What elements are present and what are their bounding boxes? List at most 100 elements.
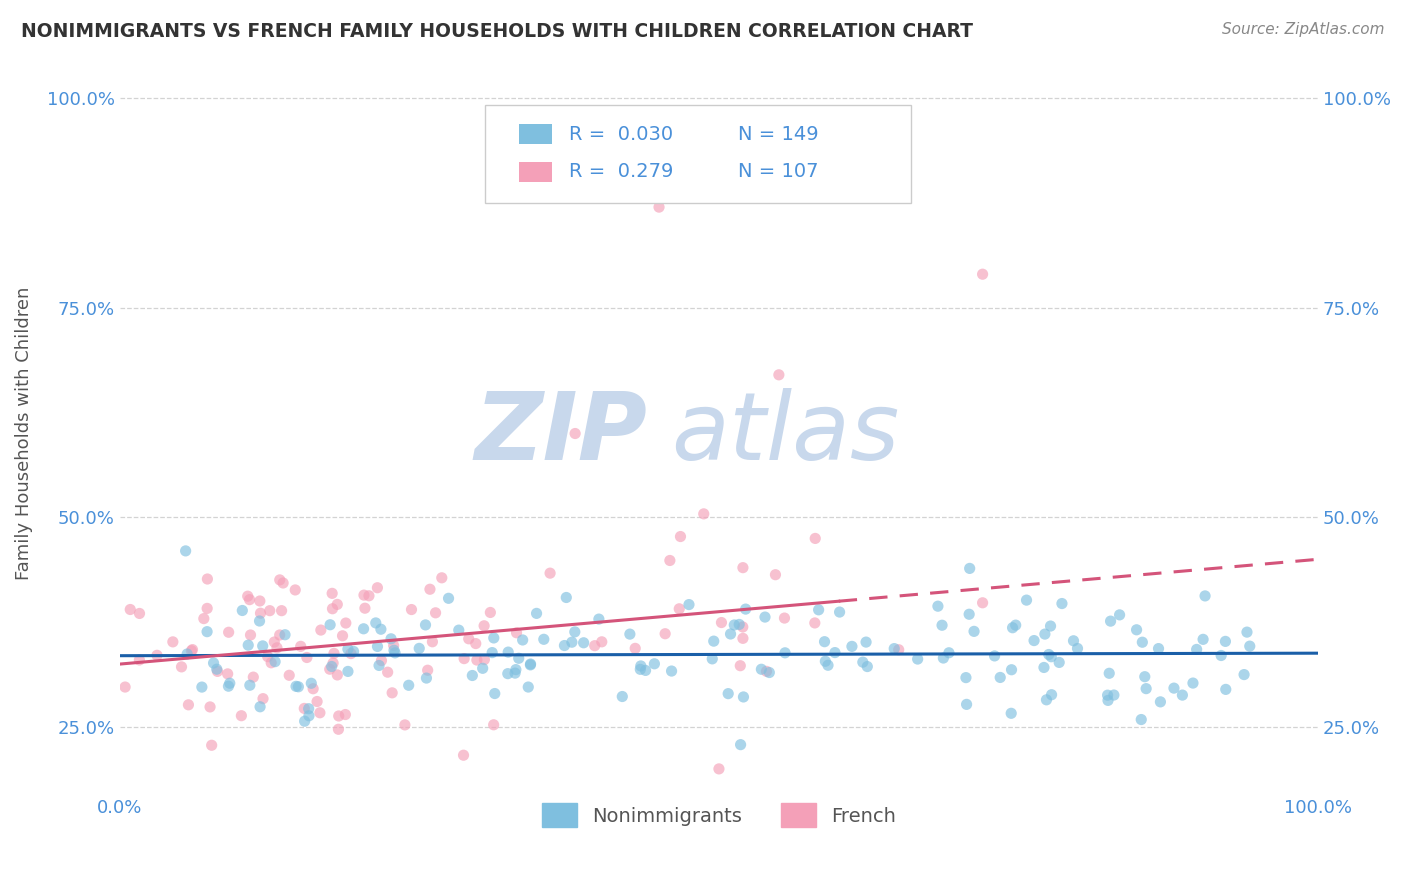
Point	[1063, 633, 1085, 648]
Point	[398, 678, 420, 692]
Point	[319, 662, 342, 676]
Point	[1022, 633, 1045, 648]
Point	[394, 718, 416, 732]
Point	[366, 640, 388, 654]
Point	[128, 607, 150, 621]
Point	[728, 617, 751, 632]
Text: N = 107: N = 107	[738, 162, 818, 181]
Point	[290, 640, 312, 654]
Point	[252, 691, 274, 706]
Point	[370, 622, 392, 636]
Point	[479, 606, 502, 620]
Point	[852, 655, 875, 669]
Point	[335, 615, 357, 630]
Point	[326, 598, 349, 612]
Point	[415, 671, 437, 685]
Point	[583, 639, 606, 653]
Point	[239, 628, 262, 642]
Point	[471, 661, 494, 675]
Point	[114, 680, 136, 694]
Point	[1102, 688, 1125, 702]
Point	[481, 646, 503, 660]
Point	[207, 665, 229, 679]
Text: R =  0.030: R = 0.030	[569, 125, 673, 144]
Point	[201, 739, 224, 753]
Point	[292, 701, 315, 715]
Point	[619, 627, 641, 641]
Y-axis label: Family Households with Children: Family Households with Children	[15, 287, 32, 580]
Text: R =  0.279: R = 0.279	[569, 162, 673, 181]
Point	[354, 601, 377, 615]
Point	[302, 681, 325, 696]
Point	[1066, 641, 1088, 656]
Point	[1135, 681, 1157, 696]
Point	[249, 614, 271, 628]
Point	[828, 605, 851, 619]
Point	[1033, 660, 1056, 674]
Point	[176, 647, 198, 661]
Point	[270, 604, 292, 618]
Point	[1097, 693, 1119, 707]
Point	[1133, 670, 1156, 684]
Point	[855, 635, 877, 649]
Point	[335, 707, 357, 722]
Point	[377, 665, 399, 680]
Point	[517, 680, 540, 694]
Point	[465, 653, 488, 667]
Point	[384, 646, 406, 660]
Point	[751, 662, 773, 676]
Point	[249, 699, 271, 714]
Point	[813, 634, 835, 648]
Point	[983, 648, 1005, 663]
Point	[416, 663, 439, 677]
Point	[170, 660, 193, 674]
Point	[856, 659, 879, 673]
Point	[841, 640, 863, 654]
Point	[720, 627, 742, 641]
Point	[1185, 642, 1208, 657]
Point	[366, 581, 388, 595]
Point	[249, 594, 271, 608]
Point	[177, 698, 200, 712]
Point	[217, 666, 239, 681]
Point	[1163, 681, 1185, 695]
Point	[1171, 688, 1194, 702]
Point	[957, 607, 980, 622]
Point	[1125, 623, 1147, 637]
Point	[266, 640, 288, 655]
Point	[472, 619, 495, 633]
Point	[553, 639, 575, 653]
Point	[453, 651, 475, 665]
Point	[1047, 656, 1070, 670]
Point	[174, 544, 197, 558]
Point	[260, 656, 283, 670]
Point	[217, 679, 239, 693]
Point	[668, 602, 690, 616]
Point	[326, 668, 349, 682]
Point	[1192, 632, 1215, 647]
Point	[754, 610, 776, 624]
Point	[269, 628, 291, 642]
Point	[572, 636, 595, 650]
Point	[931, 618, 953, 632]
Point	[972, 596, 994, 610]
Point	[1039, 619, 1062, 633]
Point	[591, 635, 613, 649]
Point	[1130, 635, 1153, 649]
Point	[661, 664, 683, 678]
Point	[401, 602, 423, 616]
Point	[758, 665, 780, 680]
Point	[1004, 618, 1026, 632]
Point	[907, 652, 929, 666]
Point	[322, 656, 344, 670]
Point	[180, 644, 202, 658]
Point	[988, 670, 1011, 684]
Point	[252, 639, 274, 653]
Point	[120, 602, 142, 616]
Point	[191, 680, 214, 694]
Point	[1001, 621, 1024, 635]
Point	[146, 648, 169, 663]
Point	[678, 598, 700, 612]
Point	[382, 643, 405, 657]
Point	[328, 709, 350, 723]
